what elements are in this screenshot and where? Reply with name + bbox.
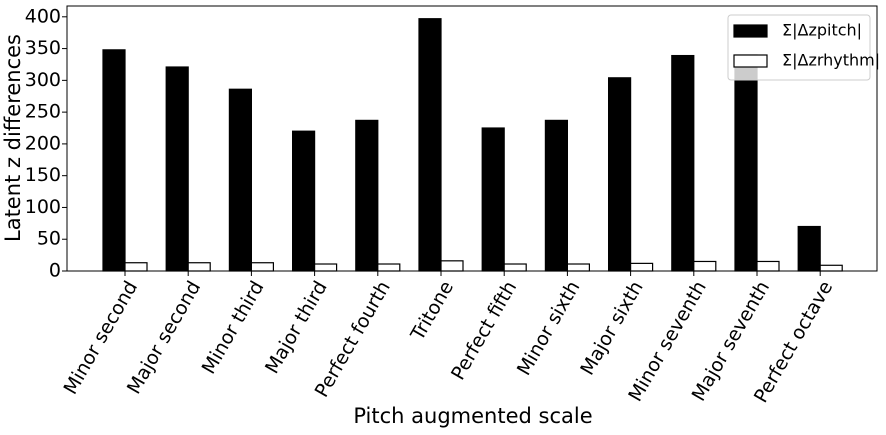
- legend-swatch: [733, 54, 768, 68]
- y-tick-label: 400: [25, 5, 61, 27]
- y-axis-label: Latent z differences: [1, 34, 25, 242]
- bar: [292, 130, 316, 272]
- x-tick-label: Tritone: [406, 277, 458, 345]
- y-tick-label: 250: [25, 101, 61, 123]
- bar: [314, 263, 338, 272]
- y-tick-label: 150: [25, 164, 61, 186]
- bar: [124, 262, 148, 272]
- y-tick-label: 0: [49, 260, 61, 282]
- x-tick-label: Perfect fifth: [447, 277, 521, 384]
- x-tick-label: Major third: [261, 277, 332, 377]
- bar: [481, 127, 505, 272]
- bar: [797, 225, 821, 272]
- bar: [544, 119, 569, 272]
- bar: [440, 260, 464, 272]
- bar: [693, 260, 717, 272]
- y-tick-label: 100: [25, 196, 61, 218]
- bar: [629, 262, 654, 272]
- bar: [228, 88, 252, 272]
- plot-frame: [66, 5, 878, 272]
- y-tick-label: 50: [37, 228, 61, 250]
- bar: [734, 54, 758, 272]
- bar: [671, 54, 695, 272]
- bar: [756, 260, 780, 272]
- y-tick-label: 300: [25, 69, 61, 91]
- x-tick-label: Major sixth: [576, 277, 647, 379]
- bar: [355, 119, 379, 272]
- legend-label: Σ|Δzrhythm|: [782, 51, 880, 70]
- bar: [819, 264, 843, 272]
- legend-label: Σ|Δzpitch|: [782, 21, 862, 40]
- bar: [187, 262, 211, 272]
- bar: [250, 262, 274, 272]
- x-tick-label: Minor third: [198, 277, 269, 378]
- bar: [102, 49, 126, 272]
- y-tick-label: 350: [25, 37, 61, 59]
- bar: [503, 263, 527, 272]
- x-tick-label: Minor sixth: [513, 277, 585, 379]
- bar: [377, 263, 401, 272]
- bar: [165, 66, 189, 272]
- legend-swatch: [733, 24, 768, 38]
- x-axis-label: Pitch augmented scale: [353, 404, 592, 428]
- y-tick-label: 200: [25, 132, 61, 154]
- bar: [566, 263, 591, 272]
- bar: [607, 77, 632, 272]
- bar: [418, 18, 442, 272]
